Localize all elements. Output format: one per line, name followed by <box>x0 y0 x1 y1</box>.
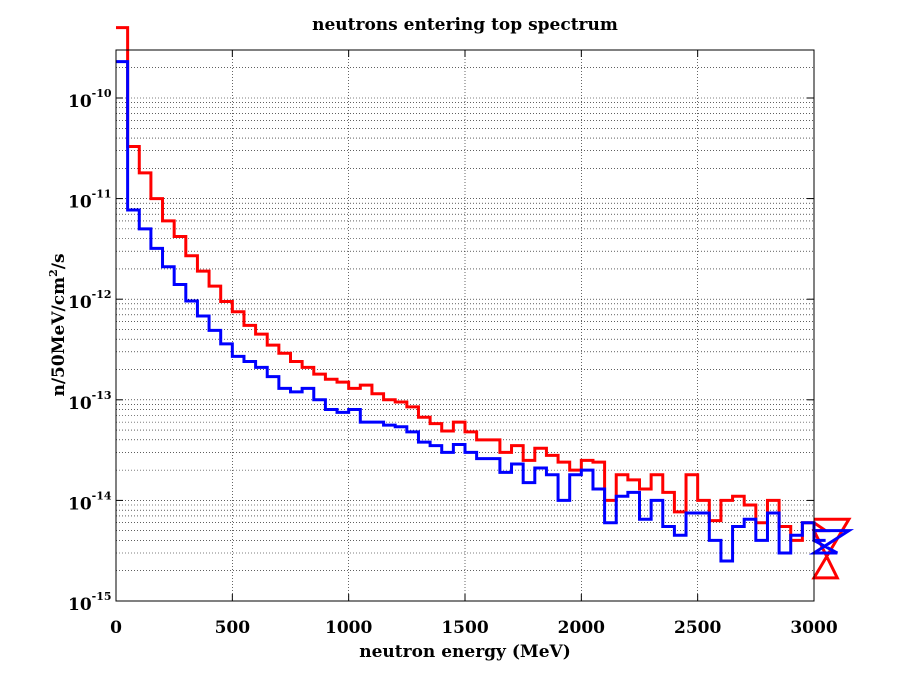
y-axis-label-suffix: /s <box>49 253 69 269</box>
y-tick-label: 10-15 <box>68 590 112 615</box>
y-tick-label: 10-14 <box>68 489 112 514</box>
x-tick-label: 1000 <box>325 618 372 638</box>
x-tick-label: 1500 <box>441 618 488 638</box>
x-axis-ticks: 0 500 1000 1500 2000 2500 3000 <box>110 50 838 638</box>
y-tick-label: 10-10 <box>68 87 112 112</box>
series-red-line <box>116 26 852 580</box>
y-tick-label: 10-13 <box>68 389 112 414</box>
y-axis-label: n/50MeV/cm2/s <box>47 253 69 396</box>
x-tick-label: 2500 <box>674 618 721 638</box>
x-tick-label: 0 <box>110 618 122 638</box>
y-axis-label-superscript: 2 <box>47 269 60 277</box>
series-group <box>116 26 855 580</box>
x-tick-label: 3000 <box>790 618 837 638</box>
y-axis-label-base: n/50MeV/cm <box>49 277 69 397</box>
x-tick-label: 500 <box>215 618 251 638</box>
y-axis-ticks: 10-15 10-14 10-13 10-12 10-11 10-10 <box>68 87 814 615</box>
x-tick-label: 2000 <box>558 618 605 638</box>
y-tick-label: 10-12 <box>68 288 112 313</box>
chart-title: neutrons entering top spectrum <box>312 15 618 35</box>
y-tick-label: 10-11 <box>68 188 112 213</box>
series-blue-line <box>116 60 855 563</box>
x-axis-label: neutron energy (MeV) <box>359 642 571 662</box>
